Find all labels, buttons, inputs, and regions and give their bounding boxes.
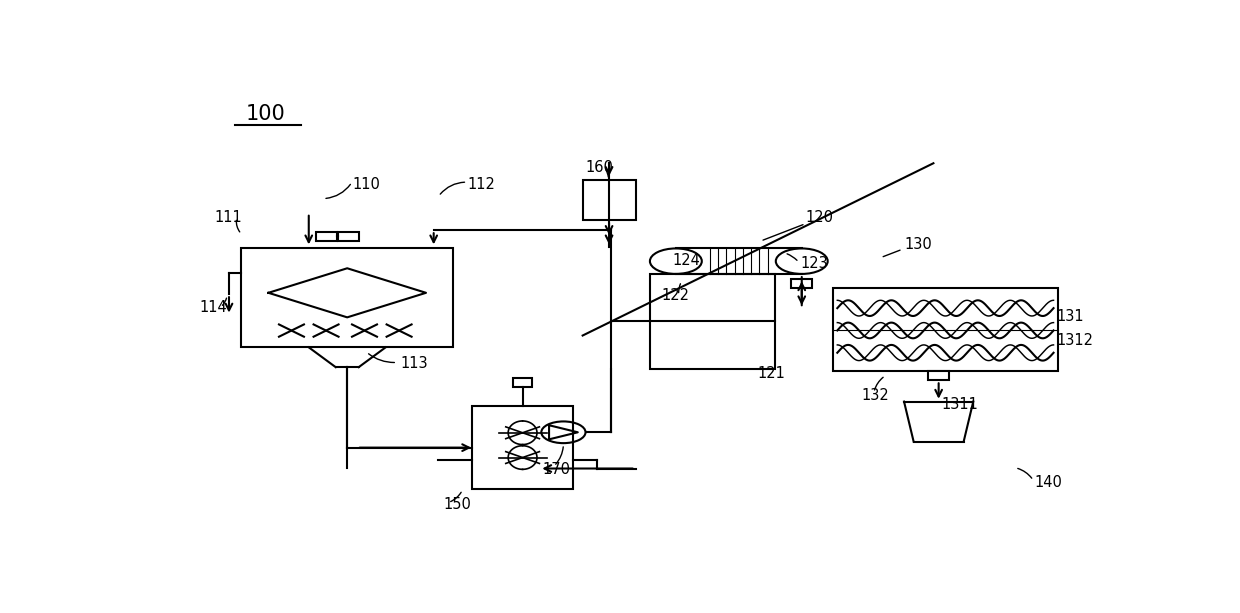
Text: 160: 160 (585, 161, 614, 175)
Text: 131: 131 (1056, 309, 1084, 324)
Bar (583, 180, 635, 220)
Text: 1311: 1311 (941, 397, 978, 413)
Text: 112: 112 (467, 177, 495, 192)
Text: 124: 124 (672, 253, 699, 268)
Bar (928, 371, 949, 380)
Text: 132: 132 (862, 388, 889, 403)
Text: 113: 113 (401, 356, 428, 371)
Text: 114: 114 (200, 300, 227, 314)
Text: 110: 110 (352, 177, 379, 192)
Text: 140: 140 (1034, 475, 1063, 490)
Text: 122: 122 (661, 288, 689, 303)
Text: 1312: 1312 (1056, 333, 1094, 348)
Text: 170: 170 (542, 462, 570, 476)
Bar (339, 232, 358, 241)
Text: 150: 150 (444, 498, 471, 512)
Text: 121: 121 (758, 366, 785, 381)
Bar (513, 378, 532, 387)
Text: 130: 130 (905, 237, 932, 252)
Text: 123: 123 (801, 256, 828, 271)
Text: 100: 100 (246, 104, 285, 124)
Bar (316, 232, 337, 241)
Bar (242, 248, 453, 348)
Bar (472, 406, 573, 489)
Bar (832, 288, 1058, 371)
Text: 111: 111 (215, 210, 242, 225)
Text: 120: 120 (806, 210, 833, 225)
Bar (791, 279, 812, 288)
Bar (650, 274, 775, 368)
